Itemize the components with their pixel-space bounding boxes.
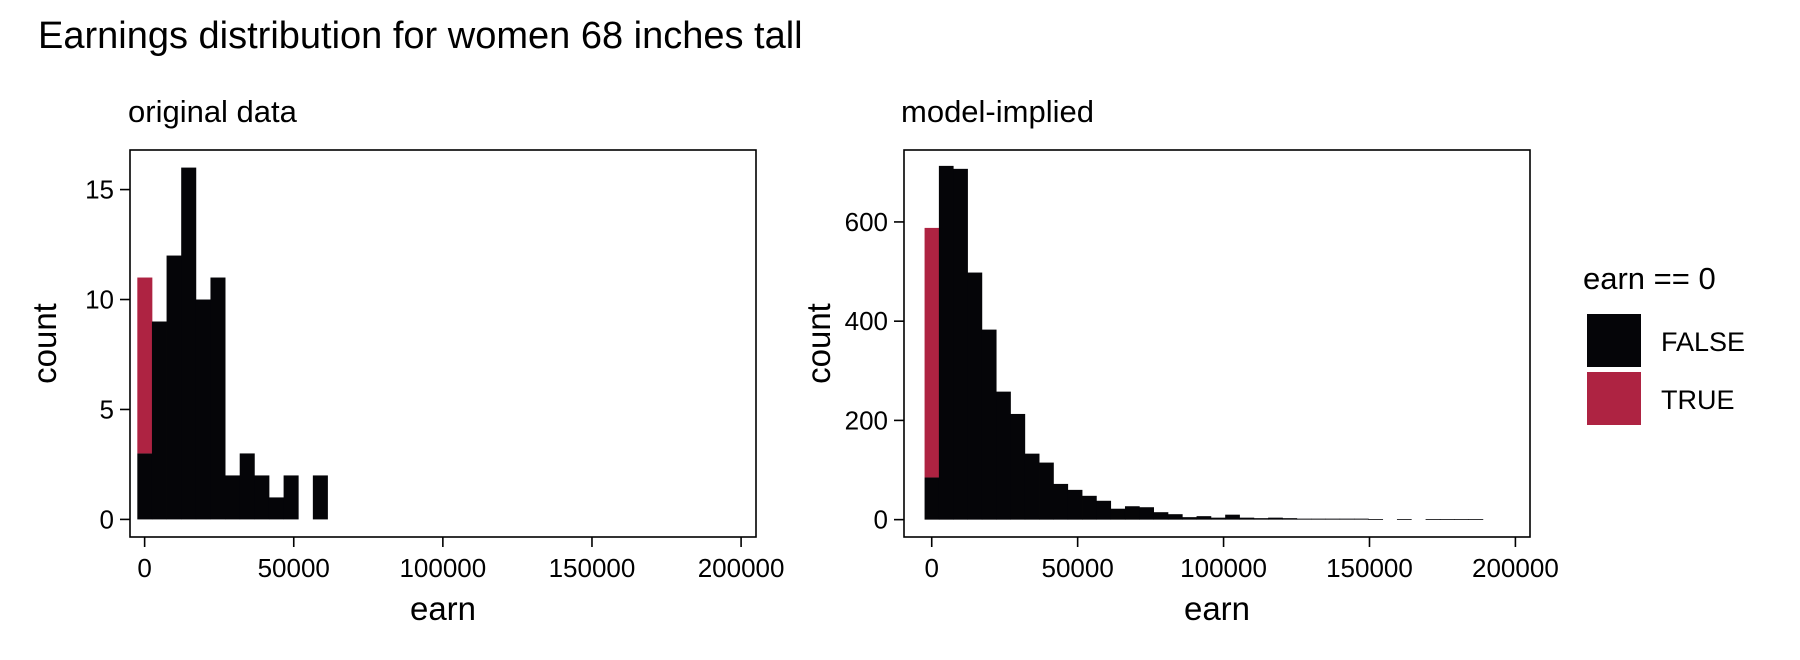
histogram-bar-false	[1153, 512, 1169, 520]
y-tick-label: 600	[845, 207, 888, 237]
x-axis-label: earn	[410, 590, 476, 627]
histogram-bar-false	[1439, 519, 1455, 520]
panel-original-data: original data 0 50000 100000 150000 200000 0 5…	[26, 94, 784, 627]
histogram-bar-false	[1468, 519, 1484, 520]
histogram-bar-false	[953, 168, 968, 520]
bar-layer	[137, 167, 328, 520]
histogram-bar-false	[283, 475, 299, 520]
histogram-bar-false	[1067, 489, 1083, 520]
histogram-bar-false	[981, 329, 997, 520]
histogram-bar-false	[210, 277, 226, 520]
legend-label-false: FALSE	[1661, 327, 1745, 357]
y-tick-label: 15	[85, 175, 114, 205]
histogram-bar-false	[1296, 518, 1312, 520]
legend-title: earn == 0	[1583, 261, 1716, 296]
histogram-bar-false	[924, 477, 940, 520]
plot-frame	[903, 149, 1531, 538]
histogram-bar-false	[1454, 519, 1469, 520]
histogram-bar-false	[254, 475, 270, 520]
histogram-bar-false	[1311, 518, 1326, 520]
histogram-bar-false	[1396, 519, 1412, 520]
histogram-bar-false	[195, 299, 211, 520]
legend-label-true: TRUE	[1661, 385, 1735, 415]
x-tick-label: 0	[924, 553, 938, 583]
histogram-bar-false	[1425, 519, 1441, 520]
panel-subtitle: model-implied	[901, 94, 1094, 129]
y-tick-label: 200	[845, 405, 888, 435]
y-tick-label: 0	[100, 504, 114, 534]
histogram-bar-false	[225, 475, 241, 520]
panel-subtitle: original data	[128, 94, 298, 129]
histogram-bar-false	[1268, 517, 1283, 520]
y-axis-label: count	[800, 303, 837, 384]
y-tick-label: 10	[85, 285, 114, 315]
y-tick-label: 400	[845, 306, 888, 336]
axes: 0 50000 100000 150000 200000 0 200 400 600	[845, 149, 1559, 583]
x-tick-label: 150000	[549, 553, 636, 583]
histogram-bar-false	[151, 321, 167, 520]
histogram-bar-false	[1039, 462, 1054, 520]
histogram-bar-false	[1282, 518, 1298, 520]
x-tick-label: 100000	[399, 553, 486, 583]
histogram-bar-false	[1253, 518, 1269, 520]
panel-model-implied: model-implied 0 50000 100000 150000 200000 0 2…	[800, 94, 1559, 627]
histogram-bar-false	[1339, 518, 1355, 520]
legend: earn == 0 FALSE TRUE	[1583, 261, 1745, 425]
histogram-bar-true	[924, 227, 940, 478]
histogram-bar-false	[1010, 413, 1026, 520]
x-tick-label: 150000	[1326, 553, 1413, 583]
y-tick-label: 5	[100, 394, 114, 424]
histogram-bar-false	[1225, 514, 1240, 520]
x-tick-label: 200000	[1472, 553, 1559, 583]
histogram-bar-false	[967, 272, 983, 520]
histogram-bar-false	[1239, 517, 1255, 520]
histogram-bar-false	[1096, 500, 1112, 520]
x-tick-label: 0	[137, 553, 151, 583]
x-tick-label: 200000	[698, 553, 785, 583]
histogram-bar-false	[1182, 517, 1197, 520]
histogram-bar-false	[1139, 507, 1154, 520]
histogram-bar-false	[1082, 495, 1097, 520]
histogram-bar-false	[1024, 453, 1040, 520]
y-axis-label: count	[26, 303, 63, 384]
y-tick-label: 0	[874, 505, 888, 535]
histogram-bar-false	[1167, 514, 1183, 520]
histogram-bar-false	[137, 453, 153, 520]
histogram-bar-true	[137, 277, 153, 454]
histogram-bar-false	[1368, 519, 1384, 520]
histogram-bar-false	[1196, 516, 1212, 520]
figure-title: Earnings distribution for women 68 inche…	[38, 15, 803, 57]
x-axis-label: earn	[1184, 590, 1250, 627]
legend-key-true	[1587, 372, 1641, 425]
histogram-bar-false	[239, 453, 255, 520]
legend-key-false	[1587, 314, 1641, 367]
histogram-bar-false	[1053, 483, 1069, 520]
histogram-bar-false	[1325, 518, 1341, 520]
histogram-bar-false	[996, 391, 1011, 520]
histogram-bar-false	[1210, 517, 1226, 520]
histogram-bar-false	[312, 475, 328, 520]
histogram-bar-false	[166, 255, 182, 520]
histogram-bar-false	[938, 165, 954, 520]
histogram-bar-false	[1110, 508, 1126, 520]
histogram-bar-false	[181, 167, 197, 520]
histogram-bar-false	[1124, 506, 1140, 520]
histogram-bar-false	[268, 497, 284, 520]
axes: 0 50000 100000 150000 200000 0 5 10 15	[85, 149, 785, 583]
x-tick-label: 100000	[1180, 553, 1267, 583]
x-tick-label: 50000	[258, 553, 330, 583]
x-tick-label: 50000	[1041, 553, 1113, 583]
bar-layer	[924, 165, 1484, 520]
histogram-bar-false	[1354, 518, 1369, 520]
